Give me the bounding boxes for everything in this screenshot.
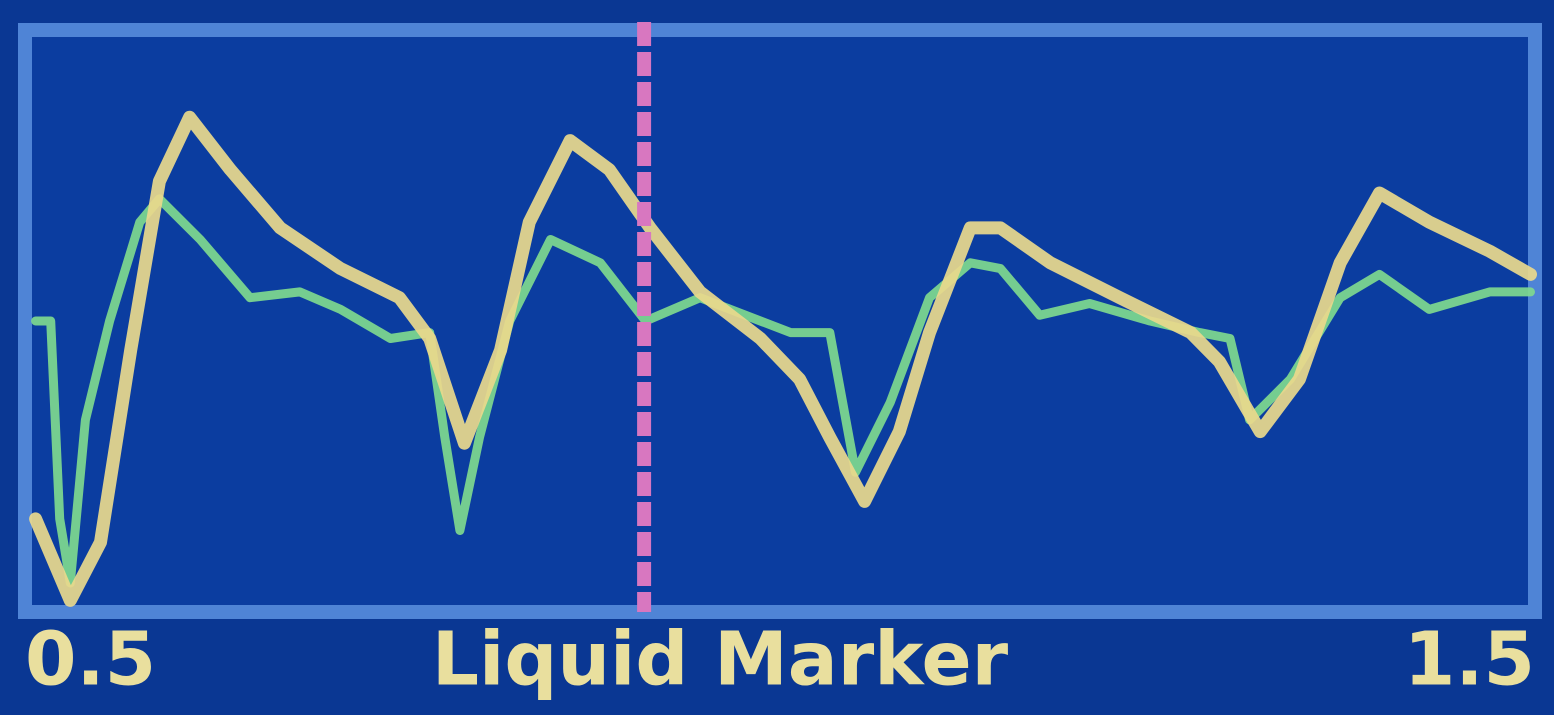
plot-frame — [18, 23, 1542, 619]
x-axis-label: Liquid Marker — [432, 617, 1009, 703]
series-line — [29, 110, 1537, 607]
x-tick-label: 0.5 — [25, 617, 156, 703]
x-tick-label: 1.5 — [1404, 617, 1535, 703]
